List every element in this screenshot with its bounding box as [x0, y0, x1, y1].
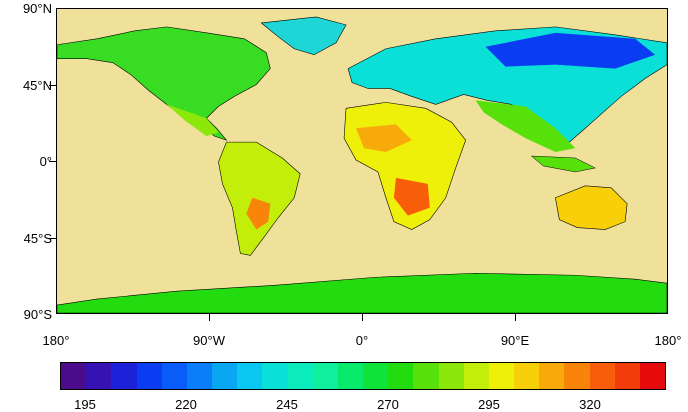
south-africa-hot-shape — [393, 177, 430, 216]
colorbar-segment — [337, 363, 364, 389]
colorbar-segment — [312, 363, 338, 389]
colorbar-segment — [488, 363, 515, 389]
lon-label-90w: 90°W — [193, 333, 225, 348]
lat-label-45n: 45°N — [22, 78, 52, 93]
colorbar-segment — [186, 363, 213, 389]
colorbar-segment — [363, 363, 389, 389]
colorbar-segment — [111, 363, 137, 389]
colorbar-label: 220 — [175, 397, 197, 412]
lat-tick — [49, 85, 56, 86]
lon-label-180w: 180° — [42, 333, 70, 348]
lon-label-90e: 90°E — [500, 333, 530, 348]
colorbar-segment — [564, 363, 590, 389]
antarctica-shape — [57, 272, 667, 313]
colorbar-segment — [237, 363, 263, 389]
temperature-map — [57, 16, 667, 313]
south-asia-shape — [475, 100, 576, 153]
north-america-shape — [57, 26, 271, 141]
colorbar-segment — [463, 363, 489, 389]
colorbar-segment — [287, 363, 313, 389]
siberia-cold-shape — [485, 32, 656, 69]
colorbar-segment — [514, 363, 540, 389]
indonesia-shape — [530, 155, 596, 173]
colorbar — [60, 362, 666, 390]
lat-tick — [49, 238, 56, 239]
north-america-south-shape — [166, 104, 219, 137]
colorbar-segment — [413, 363, 439, 389]
lon-tick — [209, 314, 210, 321]
australia-shape — [555, 185, 628, 230]
colorbar-segment — [614, 363, 640, 389]
lat-label-45s: 45°S — [23, 231, 52, 246]
lat-label-90s: 90°S — [23, 307, 52, 322]
colorbar-segment — [212, 363, 238, 389]
colorbar-segment — [539, 363, 565, 389]
colorbar-label: 320 — [579, 397, 601, 412]
colorbar-label: 245 — [276, 397, 298, 412]
south-america-hot-shape — [246, 197, 271, 230]
map-panel — [56, 8, 668, 314]
colorbar-segment — [61, 363, 87, 389]
colorbar-segment — [262, 363, 288, 389]
colorbar-segment — [438, 363, 464, 389]
lon-label-180e: 180° — [654, 333, 682, 348]
colorbar-segment — [388, 363, 414, 389]
lon-tick — [515, 314, 516, 321]
colorbar-label: 270 — [377, 397, 399, 412]
lon-tick — [362, 314, 363, 321]
greenland-shape — [260, 16, 347, 56]
colorbar-segment — [639, 363, 666, 389]
colorbar-segment — [161, 363, 187, 389]
colorbar-label: 295 — [478, 397, 500, 412]
colorbar-segment — [589, 363, 615, 389]
lon-label-0: 0° — [355, 333, 369, 348]
colorbar-segment — [86, 363, 112, 389]
lat-label-90n: 90°N — [22, 1, 52, 16]
lat-tick — [49, 161, 56, 162]
colorbar-segment — [136, 363, 162, 389]
lat-label-equator: 0° — [39, 154, 52, 169]
colorbar-label: 195 — [74, 397, 96, 412]
africa-hot-shape — [356, 124, 412, 153]
south-america-shape — [218, 141, 301, 256]
